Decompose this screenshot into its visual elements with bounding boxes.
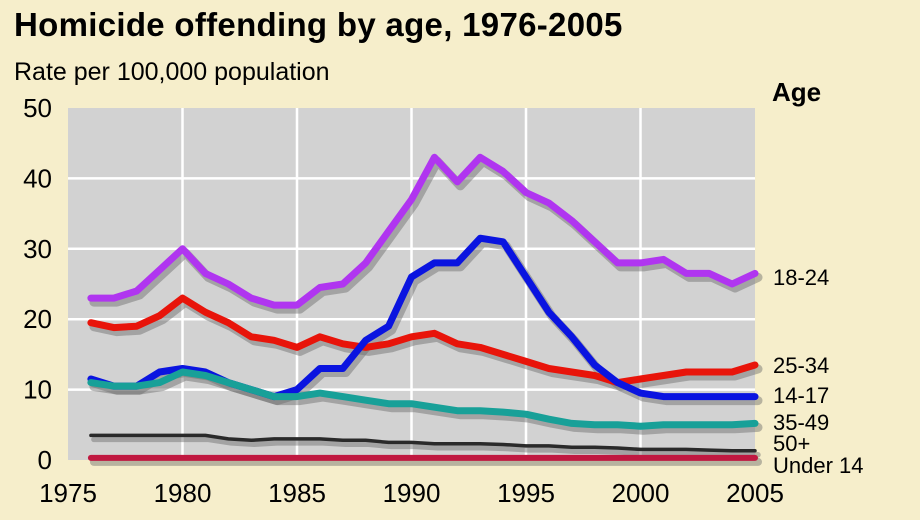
series-shadow-35-49 — [89, 371, 763, 435]
x-axis-ticks: 1975 1980 1985 1990 1995 2000 2005 — [39, 478, 784, 508]
legend-label-14-17: 14-17 — [773, 383, 829, 408]
legend-label-25-34: 25-34 — [773, 353, 829, 378]
y-axis-ticks: 0 10 20 30 40 50 — [23, 93, 52, 475]
y-tick-label: 30 — [23, 234, 52, 264]
legend-label-under-14: Under 14 — [773, 453, 864, 478]
series-line-35-49 — [87, 368, 759, 430]
legend-label-35-49: 35-49 — [773, 410, 829, 435]
y-tick-label: 40 — [23, 163, 52, 193]
x-tick-label: 2000 — [612, 478, 670, 508]
legend-label-18-24: 18-24 — [773, 265, 829, 290]
y-tick-label: 10 — [23, 375, 52, 405]
y-tick-label: 20 — [23, 304, 52, 334]
y-tick-label: 50 — [23, 93, 52, 123]
series-line-50 — [89, 433, 757, 453]
x-tick-label: 1975 — [39, 478, 97, 508]
series-shadow-50 — [91, 436, 761, 458]
series-lines — [87, 153, 759, 461]
legend-label-50: 50+ — [773, 431, 810, 456]
legend-title: Age — [772, 77, 821, 107]
x-tick-label: 1990 — [383, 478, 441, 508]
series-line-18-24 — [87, 153, 759, 309]
series-line-25-34 — [87, 294, 759, 387]
x-tick-label: 1980 — [154, 478, 212, 508]
x-tick-label: 1995 — [497, 478, 555, 508]
x-tick-label: 2005 — [726, 478, 784, 508]
x-tick-label: 1985 — [268, 478, 326, 508]
chart-title: Homicide offending by age, 1976-2005 — [14, 6, 623, 43]
y-tick-label: 0 — [38, 445, 52, 475]
y-axis-label: Rate per 100,000 population — [14, 58, 330, 86]
